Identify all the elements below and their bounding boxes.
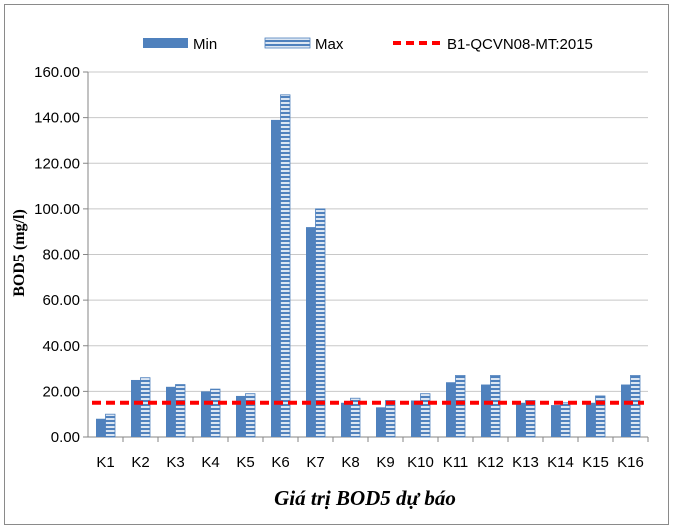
bar-min-K13: [516, 402, 526, 437]
bar-min-K6: [271, 119, 281, 437]
x-tick-label-K12: K12: [477, 454, 504, 471]
bar-max-K5: [245, 393, 256, 438]
bar-max-K13: [525, 400, 536, 438]
x-tick-label-K1: K1: [96, 454, 114, 471]
bar-max-K1: [105, 413, 116, 438]
bar-min-K14: [551, 405, 561, 437]
bar-max-K2: [140, 377, 151, 438]
bar-min-K12: [481, 384, 491, 437]
bar-max-K11: [455, 375, 466, 438]
bar-max-K7: [315, 208, 326, 438]
y-tick-label: 80.00: [42, 247, 80, 264]
bar-max-K14: [560, 402, 571, 438]
bar-max-K9: [385, 400, 396, 438]
y-tick-label: 140.00: [34, 110, 80, 127]
chart-frame: [4, 4, 669, 525]
x-tick-label-K5: K5: [236, 454, 254, 471]
legend-max-label: Max: [315, 36, 344, 53]
x-tick-label-K9: K9: [376, 454, 394, 471]
y-tick-label: 160.00: [34, 64, 80, 81]
bar-max-K3: [175, 384, 186, 438]
bar-min-K1: [96, 418, 106, 437]
x-axis-label: Giá trị BOD5 dự báo: [274, 486, 456, 510]
x-tick-label-K16: K16: [617, 454, 644, 471]
legend-min-swatch: [143, 38, 188, 48]
bar-min-K8: [341, 402, 351, 437]
x-axis-ticks: K1 K2 K3 K4 K5 K6 K7 K8 K9 K10 K11 K12 K13 K14 K15 K16: [96, 437, 649, 471]
bar-max-K16: [630, 375, 641, 438]
x-tick-label-K14: K14: [547, 454, 574, 471]
x-tick-label-K15: K15: [582, 454, 609, 471]
x-tick-label-K6: K6: [271, 454, 289, 471]
legend: Min Max B1-QCVN08-MT:2015: [143, 36, 593, 53]
x-tick-label-K8: K8: [341, 454, 359, 471]
bar-max-K10: [420, 393, 431, 438]
y-axis-ticks: 0.00 20.00 40.00 60.00 80.00 100.00 120.00 140.…: [34, 64, 89, 446]
bar-max-K15: [595, 395, 606, 438]
gridlines: [88, 71, 648, 438]
y-tick-label: 120.00: [34, 155, 80, 172]
y-tick-label: 0.00: [51, 429, 80, 446]
bar-max-K12: [490, 375, 501, 438]
y-tick-label: 40.00: [42, 338, 80, 355]
x-tick-label-K10: K10: [407, 454, 434, 471]
x-tick-label-K2: K2: [131, 454, 149, 471]
bar-min-K10: [411, 400, 421, 437]
legend-min-label: Min: [193, 36, 217, 53]
x-tick-label-K11: K11: [443, 454, 469, 471]
x-tick-label-K3: K3: [166, 454, 184, 471]
y-axis-label: BOD5 (mg/l): [11, 209, 28, 297]
bar-min-K11: [446, 382, 456, 437]
bar-max-K4: [210, 388, 221, 438]
bar-min-K9: [376, 407, 386, 437]
legend-max-swatch: [264, 37, 311, 49]
bar-min-K2: [131, 379, 141, 437]
y-tick-label: 20.00: [42, 383, 80, 400]
legend-reference-label: B1-QCVN08-MT:2015: [447, 36, 593, 53]
x-tick-label-K13: K13: [512, 454, 539, 471]
bar-min-K4: [201, 391, 211, 437]
bar-min-K7: [306, 227, 316, 437]
x-tick-label-K7: K7: [306, 454, 324, 471]
y-tick-label: 60.00: [42, 292, 80, 309]
bar-min-K5: [236, 395, 246, 437]
bar-min-K15: [586, 402, 596, 437]
bar-max-K8: [350, 397, 361, 438]
bar-max-K6: [280, 94, 291, 438]
y-tick-label: 100.00: [34, 201, 80, 218]
bars: [96, 94, 641, 438]
bar-min-K3: [166, 386, 176, 437]
bar-min-K16: [621, 384, 631, 437]
x-tick-label-K4: K4: [201, 454, 219, 471]
